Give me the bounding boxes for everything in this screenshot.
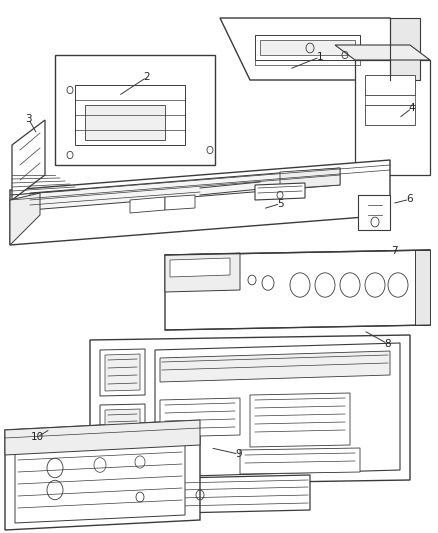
Polygon shape [365, 75, 415, 95]
Text: 9: 9 [235, 449, 242, 459]
Polygon shape [170, 258, 230, 277]
Text: 5: 5 [277, 199, 284, 208]
Polygon shape [12, 120, 45, 200]
Text: 4: 4 [408, 103, 415, 113]
Polygon shape [165, 195, 195, 210]
Polygon shape [260, 40, 355, 55]
Polygon shape [335, 45, 430, 60]
Polygon shape [90, 475, 310, 515]
Polygon shape [255, 35, 360, 60]
Polygon shape [220, 18, 420, 80]
Polygon shape [280, 168, 340, 189]
Polygon shape [165, 253, 240, 292]
Polygon shape [55, 55, 215, 165]
Polygon shape [415, 250, 430, 325]
Text: 10: 10 [31, 432, 44, 442]
Polygon shape [10, 160, 390, 245]
Text: 8: 8 [384, 339, 391, 349]
Text: 3: 3 [25, 114, 32, 124]
Polygon shape [160, 351, 390, 382]
Polygon shape [30, 168, 340, 210]
Polygon shape [85, 105, 165, 140]
Polygon shape [255, 183, 305, 200]
Polygon shape [5, 420, 200, 530]
Polygon shape [250, 393, 350, 447]
Polygon shape [15, 432, 185, 523]
Polygon shape [90, 335, 410, 485]
Polygon shape [105, 354, 140, 391]
Polygon shape [240, 448, 360, 474]
Text: 2: 2 [143, 72, 150, 82]
Polygon shape [365, 105, 415, 125]
Polygon shape [100, 404, 145, 446]
Text: 7: 7 [391, 246, 398, 255]
Polygon shape [390, 18, 420, 80]
Polygon shape [160, 398, 240, 437]
Polygon shape [75, 85, 185, 145]
Polygon shape [165, 250, 430, 330]
Polygon shape [10, 193, 40, 245]
Text: 1: 1 [316, 52, 323, 62]
Polygon shape [358, 195, 390, 230]
Polygon shape [155, 343, 400, 477]
Polygon shape [130, 197, 165, 213]
Polygon shape [5, 420, 200, 455]
Polygon shape [355, 60, 430, 175]
Text: 6: 6 [406, 195, 413, 204]
Polygon shape [100, 349, 145, 396]
Polygon shape [105, 409, 140, 441]
Polygon shape [362, 200, 386, 226]
